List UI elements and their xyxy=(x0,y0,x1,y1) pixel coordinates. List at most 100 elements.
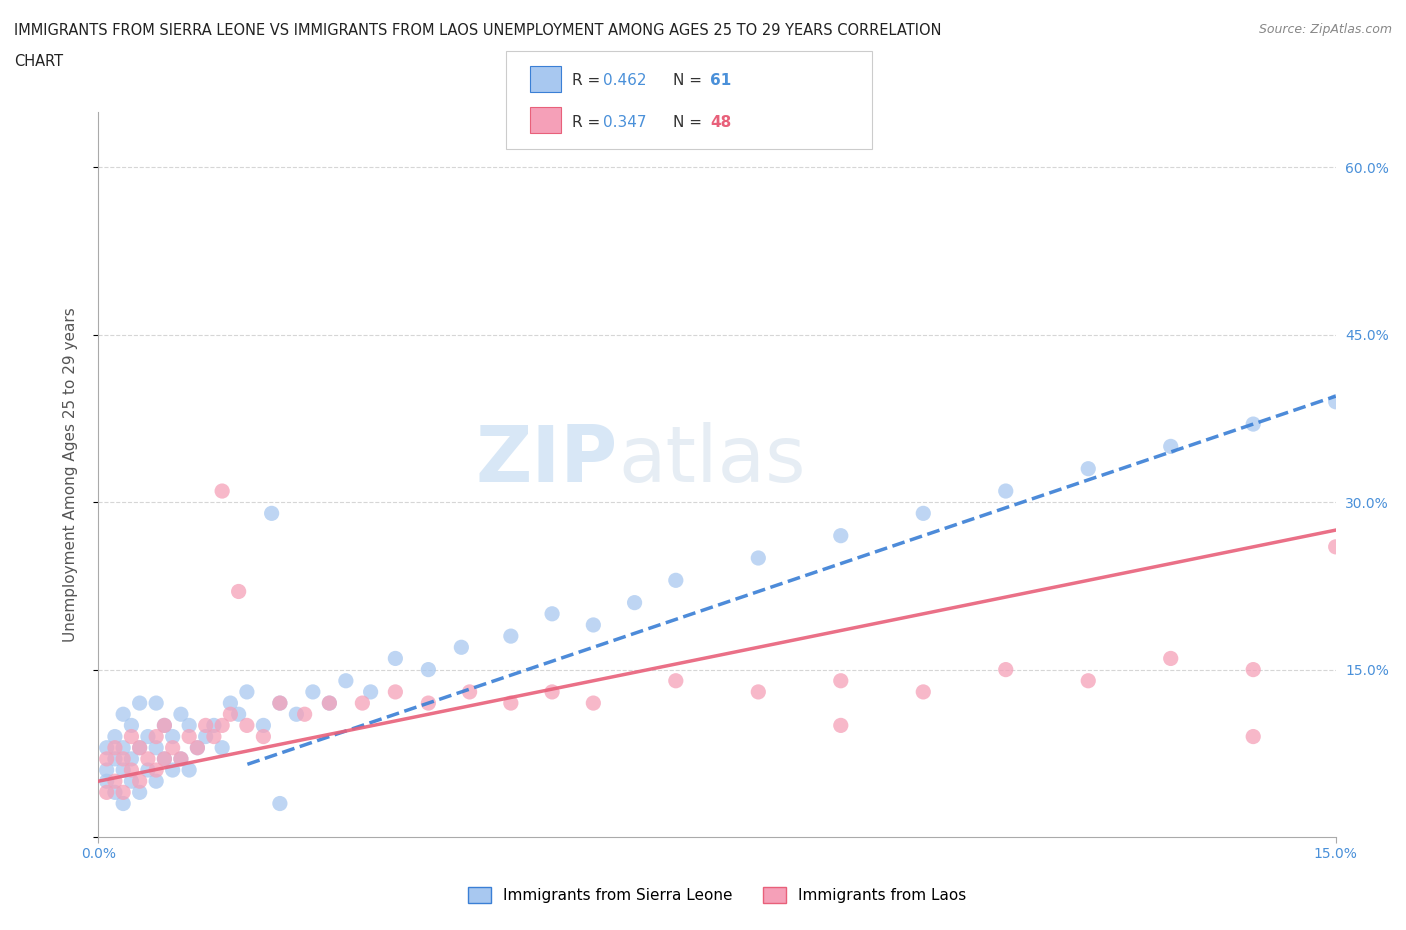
Point xyxy=(162,740,184,755)
Point xyxy=(269,696,291,711)
Point xyxy=(96,774,118,789)
Point xyxy=(96,751,118,766)
Point xyxy=(747,684,769,699)
Point xyxy=(96,763,118,777)
Point xyxy=(128,740,150,755)
Point xyxy=(186,740,208,755)
Point xyxy=(335,673,357,688)
Point xyxy=(112,707,135,722)
Point xyxy=(145,774,167,789)
Point xyxy=(665,673,688,688)
Point xyxy=(211,484,233,498)
Point xyxy=(211,740,233,755)
Point xyxy=(194,718,217,733)
Point xyxy=(236,718,259,733)
Point xyxy=(202,729,225,744)
Point xyxy=(830,528,852,543)
Point xyxy=(153,751,176,766)
Text: CHART: CHART xyxy=(14,54,63,69)
Point xyxy=(450,640,472,655)
Point xyxy=(104,774,127,789)
Point xyxy=(96,740,118,755)
Text: IMMIGRANTS FROM SIERRA LEONE VS IMMIGRANTS FROM LAOS UNEMPLOYMENT AMONG AGES 25 : IMMIGRANTS FROM SIERRA LEONE VS IMMIGRAN… xyxy=(14,23,942,38)
Point xyxy=(384,684,406,699)
Point xyxy=(582,696,605,711)
Point xyxy=(186,740,208,755)
Point xyxy=(202,718,225,733)
Point xyxy=(194,729,217,744)
Y-axis label: Unemployment Among Ages 25 to 29 years: Unemployment Among Ages 25 to 29 years xyxy=(63,307,77,642)
Point xyxy=(994,662,1017,677)
Point xyxy=(499,629,522,644)
Point xyxy=(128,785,150,800)
Text: N =: N = xyxy=(673,114,707,129)
Point xyxy=(170,751,193,766)
Text: Source: ZipAtlas.com: Source: ZipAtlas.com xyxy=(1258,23,1392,36)
Text: 0.347: 0.347 xyxy=(603,114,647,129)
Text: N =: N = xyxy=(673,73,707,88)
Point xyxy=(179,729,201,744)
Point xyxy=(112,751,135,766)
Point xyxy=(120,729,142,744)
Point xyxy=(912,506,935,521)
Point xyxy=(145,763,167,777)
Legend: Immigrants from Sierra Leone, Immigrants from Laos: Immigrants from Sierra Leone, Immigrants… xyxy=(461,881,973,910)
Point xyxy=(994,484,1017,498)
Text: R =: R = xyxy=(572,114,606,129)
Point xyxy=(228,584,250,599)
Point xyxy=(1324,539,1347,554)
Point xyxy=(219,696,242,711)
Point xyxy=(120,763,142,777)
Point xyxy=(623,595,645,610)
Point xyxy=(170,707,193,722)
Point xyxy=(128,774,150,789)
Point xyxy=(120,718,142,733)
Point xyxy=(912,684,935,699)
Text: 48: 48 xyxy=(710,114,731,129)
Point xyxy=(136,763,159,777)
Point xyxy=(170,751,193,766)
Point xyxy=(1077,461,1099,476)
Point xyxy=(145,740,167,755)
Point xyxy=(499,696,522,711)
Point xyxy=(153,718,176,733)
Point xyxy=(179,763,201,777)
Point xyxy=(1241,729,1264,744)
Point xyxy=(1077,673,1099,688)
Text: 0.462: 0.462 xyxy=(603,73,647,88)
Point xyxy=(136,729,159,744)
Point xyxy=(162,729,184,744)
Text: atlas: atlas xyxy=(619,422,806,498)
Point xyxy=(269,796,291,811)
Point xyxy=(211,718,233,733)
Point xyxy=(236,684,259,699)
Point xyxy=(360,684,382,699)
Point xyxy=(458,684,481,699)
Point xyxy=(112,796,135,811)
Point xyxy=(112,785,135,800)
Point xyxy=(153,751,176,766)
Point xyxy=(285,707,308,722)
Point xyxy=(302,684,325,699)
Point xyxy=(352,696,374,711)
Point xyxy=(145,729,167,744)
Text: 61: 61 xyxy=(710,73,731,88)
Point xyxy=(120,774,142,789)
Point xyxy=(318,696,340,711)
Point xyxy=(96,785,118,800)
Point xyxy=(384,651,406,666)
Point xyxy=(1241,662,1264,677)
Point xyxy=(418,662,440,677)
Point xyxy=(120,751,142,766)
Point xyxy=(104,751,127,766)
Point xyxy=(1160,651,1182,666)
Point xyxy=(830,718,852,733)
Point xyxy=(294,707,316,722)
Point xyxy=(318,696,340,711)
Point xyxy=(1241,417,1264,432)
Point xyxy=(418,696,440,711)
Point xyxy=(252,729,274,744)
Point xyxy=(260,506,283,521)
Point xyxy=(541,606,564,621)
Text: ZIP: ZIP xyxy=(475,422,619,498)
